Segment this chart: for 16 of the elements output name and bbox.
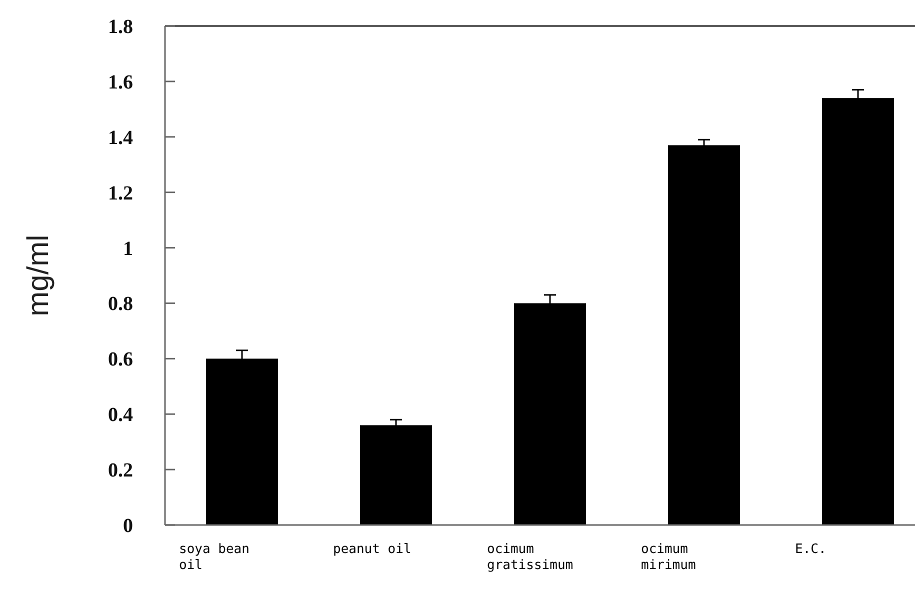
x-tick-label: peanut oil [333, 542, 412, 557]
y-tick-label: 0.4 [108, 404, 133, 426]
y-tick-label: 1.8 [108, 16, 133, 38]
y-tick-label: 0.8 [108, 293, 133, 316]
y-tick-label: 1.4 [108, 126, 133, 149]
x-tick-label: E.C. [795, 542, 826, 557]
y-tick-label: 1 [123, 238, 133, 260]
y-tick-label: 1.2 [108, 182, 133, 204]
x-tick-label: ocimum gratissimum [487, 542, 574, 573]
x-tick-label: ocimum mirimum [641, 542, 696, 573]
y-tick-label: 0.2 [108, 460, 133, 482]
y-tick-label: 1.6 [108, 71, 133, 94]
y-tick-label: 0.6 [108, 348, 133, 371]
x-tick-label: soya bean oil [179, 542, 250, 573]
y-axis-title: mg/ml [22, 234, 55, 316]
y-tick-label: 0 [123, 515, 133, 537]
